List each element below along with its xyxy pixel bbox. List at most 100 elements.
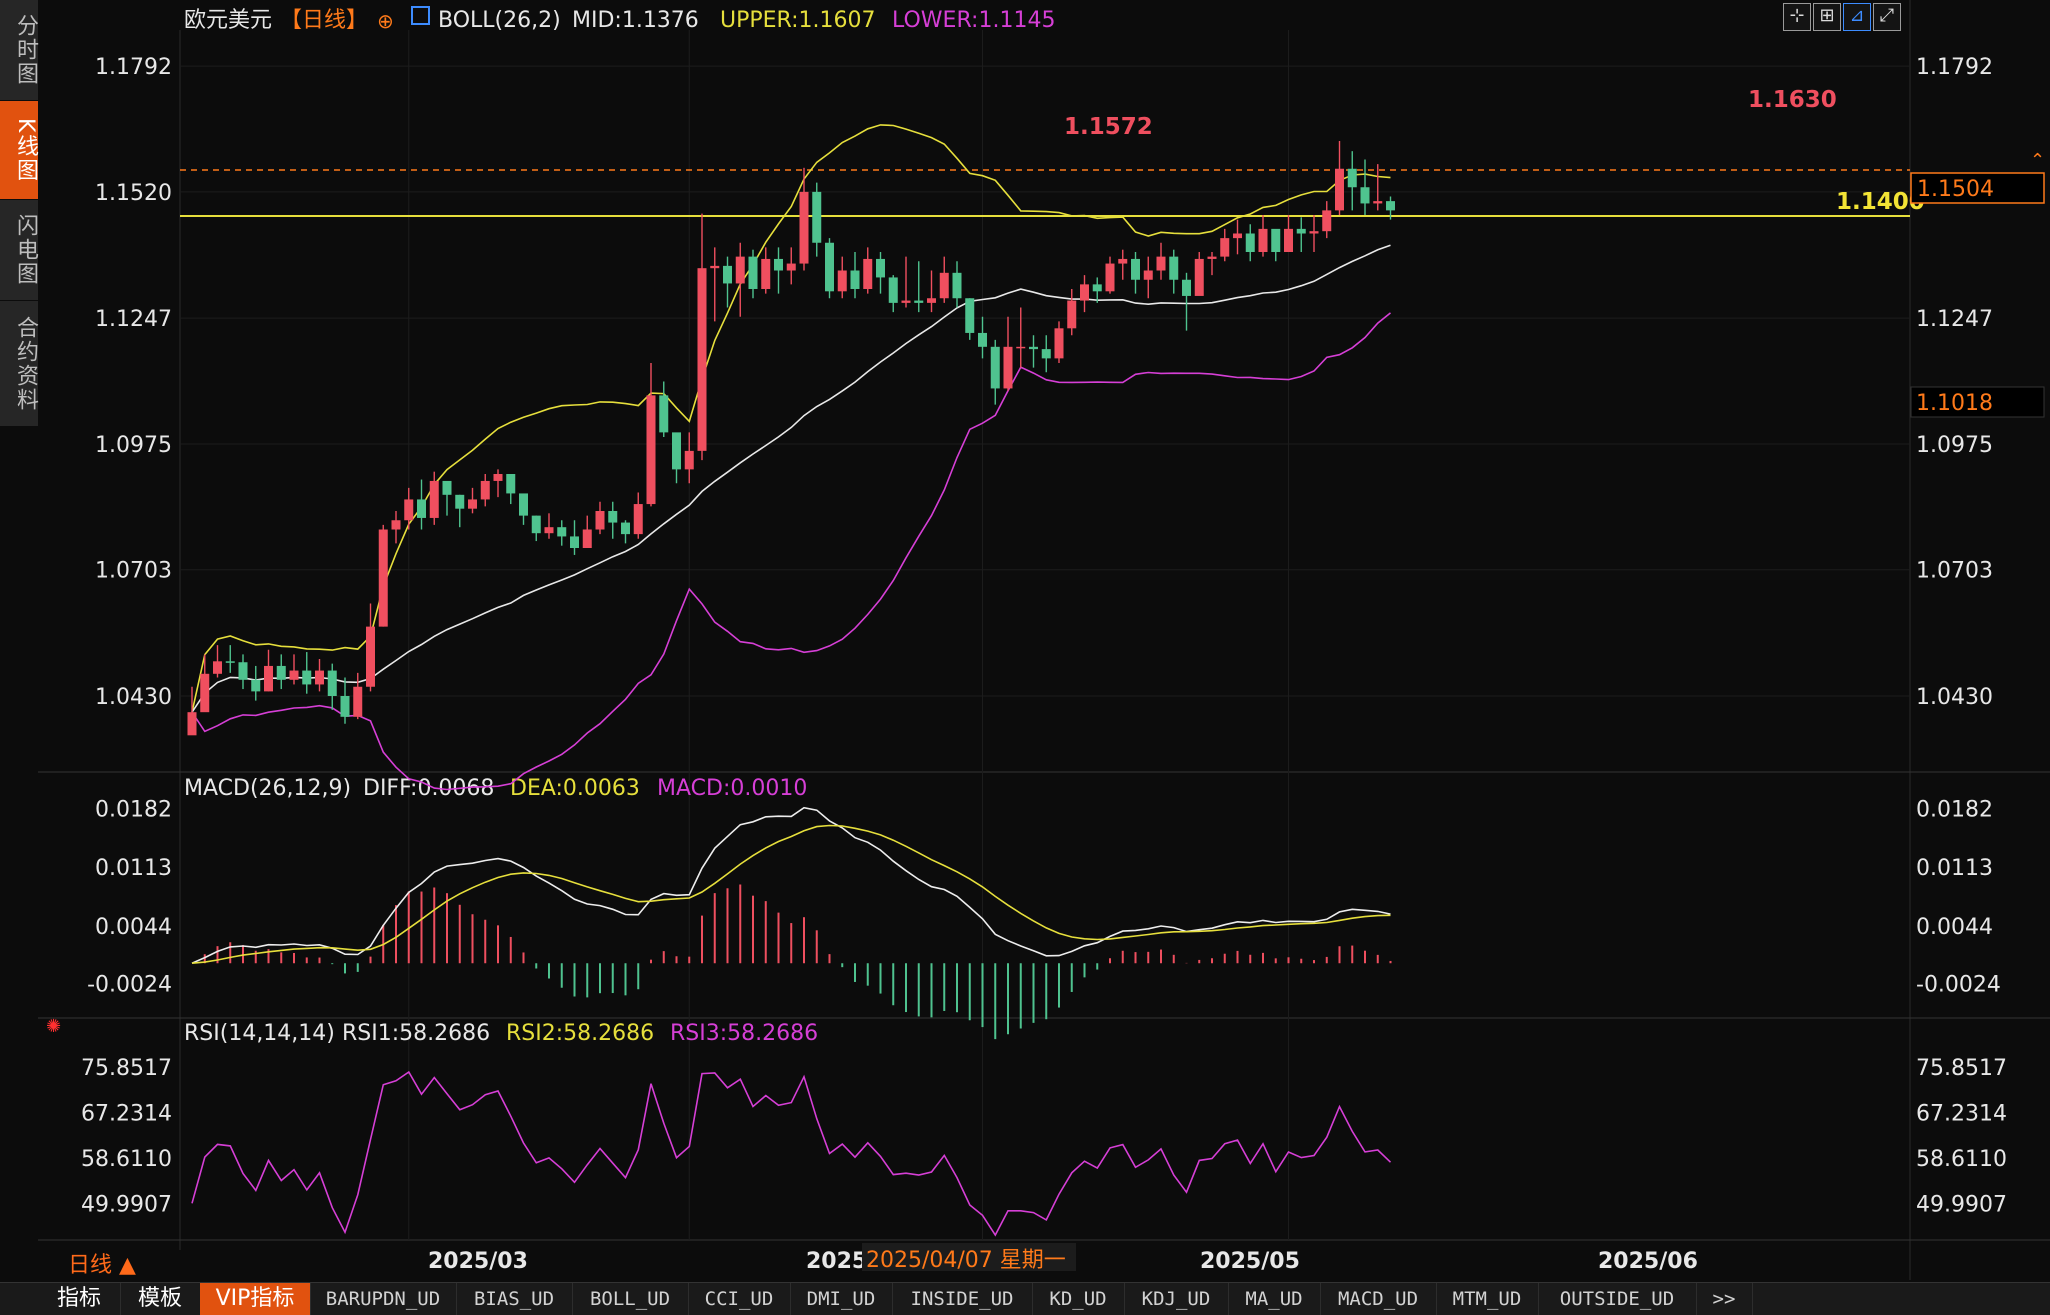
candle-body (378, 529, 388, 627)
tab-vip-indicators[interactable]: VIP指标 (200, 1283, 311, 1315)
candle-body (480, 480, 490, 500)
tab-macd[interactable]: MACD_UD (1320, 1283, 1437, 1315)
macd-tick-left: -0.0024 (87, 973, 172, 998)
cursor-date-box (862, 1243, 1076, 1271)
price-tick-right: 1.0430 (1916, 685, 1993, 710)
candle-body (723, 265, 732, 284)
macd-tick-right: 0.0182 (1916, 798, 1993, 823)
candle-body (1003, 346, 1013, 389)
candle-body (888, 277, 898, 303)
tab-more-arrow-icon[interactable]: >> (1696, 1283, 1753, 1315)
price-tick-right: 1.1247 (1916, 307, 1993, 332)
tab-barupdn[interactable]: BARUPDN_UD (310, 1283, 457, 1315)
boll-mid: MID:1.1376 (572, 8, 699, 33)
tab-indicators[interactable]: 指标 (38, 1283, 121, 1315)
rsi-tick-right: 75.8517 (1916, 1056, 2007, 1081)
macd-diff: DIFF:0.0068 (363, 776, 494, 801)
candle-body (302, 670, 312, 685)
period-selector[interactable]: 日线 ▲ (68, 1253, 136, 1278)
settings-gear-icon[interactable]: ✺ (46, 1016, 62, 1037)
candle-body (901, 300, 911, 303)
price-tick-left: 1.0430 (95, 685, 172, 710)
candle-body (735, 256, 745, 284)
candle-body (633, 504, 643, 535)
tab-kline[interactable]: K线图 (0, 101, 38, 200)
rsi-tick-left: 67.2314 (81, 1101, 172, 1126)
candle-body (608, 511, 618, 523)
tab-inside[interactable]: INSIDE_UD (892, 1283, 1033, 1315)
tab-outside[interactable]: OUTSIDE_UD (1538, 1283, 1697, 1315)
price-tick-left: 1.0975 (95, 433, 172, 458)
candle-body (1271, 228, 1281, 252)
line-indicator-icon[interactable]: ⊿ (1843, 3, 1871, 31)
side-tab-strip-bg (0, 427, 38, 1282)
macd-tick-left: 0.0182 (95, 798, 172, 823)
tab-kdj[interactable]: KDJ_UD (1124, 1283, 1229, 1315)
candle-body (774, 258, 783, 271)
candle-body (353, 686, 363, 717)
candle-body (1360, 187, 1370, 204)
candle-body (455, 494, 465, 509)
tab-time-share[interactable]: 分时图 (0, 0, 38, 101)
candle-body (225, 661, 235, 663)
candle-body (429, 480, 439, 518)
candle-body (710, 265, 720, 269)
candle-body (1245, 233, 1255, 252)
tab-templates[interactable]: 模板 (120, 1283, 201, 1315)
rsi-tick-right: 49.9907 (1916, 1192, 2007, 1217)
tab-kd[interactable]: KD_UD (1032, 1283, 1125, 1315)
rsi-tick-left: 75.8517 (81, 1056, 172, 1081)
candle-body (863, 258, 873, 289)
candle-body (366, 626, 375, 687)
candle-body (672, 432, 681, 470)
rsi3-value: RSI3:58.2686 (670, 1021, 818, 1046)
candle-body (1041, 349, 1051, 359)
candle-body (187, 712, 197, 736)
fullscreen-icon[interactable]: ⤢ (1873, 3, 1901, 31)
candle-body (697, 268, 707, 451)
x-label-june: 2025/06 (1598, 1249, 1698, 1274)
tab-contract-info[interactable]: 合约资料 (0, 301, 38, 427)
candle-body (442, 480, 452, 495)
boll-bands (191, 124, 1392, 791)
macd-dea: DEA:0.0063 (510, 776, 640, 801)
candle-body (786, 263, 796, 271)
candle-body (1373, 201, 1383, 204)
tab-dmi[interactable]: DMI_UD (790, 1283, 893, 1315)
candle-body (327, 670, 337, 696)
candle-body (264, 665, 273, 692)
candle-body (1118, 258, 1128, 264)
candle-body (391, 520, 401, 530)
candles (187, 141, 1395, 736)
tab-bias[interactable]: BIAS_UD (456, 1283, 573, 1315)
tab-flash-chart[interactable]: 闪电图 (0, 200, 38, 301)
tab-cci[interactable]: CCI_UD (688, 1283, 791, 1315)
candle-body (1105, 263, 1115, 292)
rsi-tick-left: 49.9907 (81, 1192, 172, 1217)
candle-body (837, 270, 847, 292)
tab-boll[interactable]: BOLL_UD (572, 1283, 689, 1315)
candle-body (1220, 238, 1230, 257)
tab-mtm[interactable]: MTM_UD (1436, 1283, 1539, 1315)
add-compare-icon[interactable]: ⊕ (377, 9, 394, 33)
candle-body (1016, 346, 1026, 349)
price-tick-right: 1.0703 (1916, 559, 1993, 584)
cursor-date: 2025/04/07 星期一 (866, 1248, 1066, 1273)
candle-body (1029, 346, 1038, 350)
tab-ma[interactable]: MA_UD (1228, 1283, 1321, 1315)
rsi-tick-left: 58.6110 (81, 1147, 172, 1172)
candle-body (978, 332, 987, 347)
level-label: 1.1400 (1836, 189, 1925, 215)
layout-icon[interactable]: ⊞ (1813, 3, 1841, 31)
candle-body (914, 300, 924, 303)
current-price-box (1910, 172, 2045, 204)
price-tick-right: 1.1792 (1916, 55, 1993, 80)
candle-body (761, 258, 771, 289)
candle-body (595, 511, 605, 530)
candle-body (1182, 279, 1191, 296)
crosshair-icon[interactable]: ⊹ (1783, 3, 1811, 31)
boll-indicator-icon[interactable] (411, 6, 430, 25)
candle-body (748, 256, 758, 289)
candle-body (850, 270, 860, 289)
